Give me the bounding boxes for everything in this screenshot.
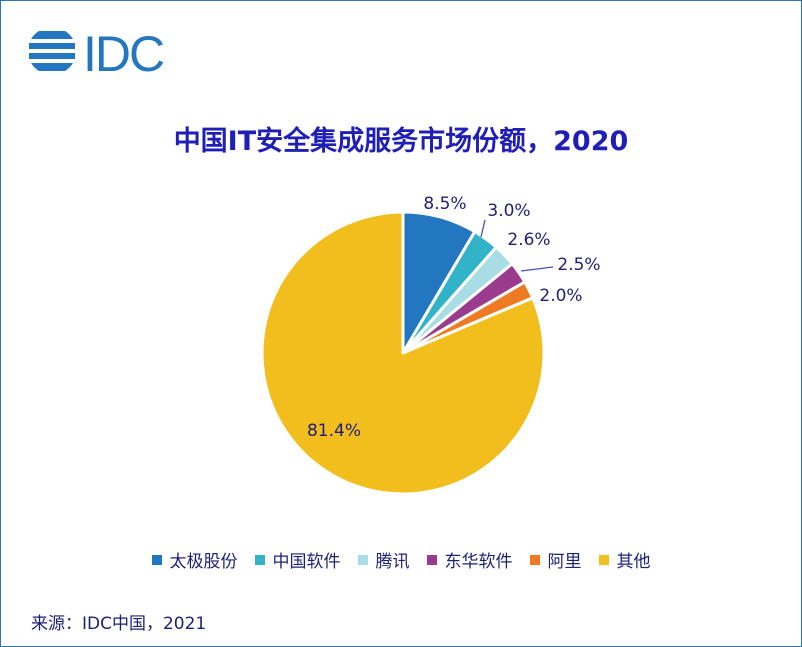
pie-slice-5 (260, 210, 546, 496)
legend-label: 太极股份 (169, 552, 238, 572)
legend-item-0: 太极股份 (151, 547, 238, 572)
source-note: 来源：IDC中国，2021 (31, 614, 207, 634)
legend-swatch (426, 554, 437, 565)
legend-item-5: 其他 (598, 547, 651, 572)
legend-swatch (529, 554, 540, 565)
legend-label: 阿里 (547, 552, 582, 572)
legend-item-4: 阿里 (529, 547, 582, 572)
chart-title: 中国IT安全集成服务市场份额，2020 (173, 126, 629, 157)
legend-label: 其他 (616, 552, 651, 572)
leader-line-3 (520, 266, 554, 272)
data-label-3: 2.5% (557, 255, 600, 275)
pie-chart: 8.5% 3.0% 2.6% 2.5% 2.0% 81.4% (260, 194, 601, 496)
legend-label: 腾讯 (375, 552, 410, 572)
idc-globe-icon (29, 31, 75, 71)
data-label-2: 2.6% (507, 230, 550, 250)
chart-legend: 太极股份 中国软件 腾讯 东华软件 阿里 其他 (1, 547, 801, 572)
data-label-5: 81.4% (307, 421, 361, 441)
legend-label: 中国软件 (272, 552, 341, 572)
data-label-1: 3.0% (487, 201, 530, 221)
legend-label: 东华软件 (444, 552, 513, 572)
leader-line-1 (480, 219, 486, 238)
legend-swatch (357, 554, 368, 565)
legend-item-1: 中国软件 (254, 547, 341, 572)
data-label-0: 8.5% (423, 194, 466, 214)
legend-swatch (254, 554, 265, 565)
legend-item-3: 东华软件 (426, 547, 513, 572)
idc-logo-text: IDC (83, 27, 164, 77)
legend-swatch (598, 554, 609, 565)
legend-item-2: 腾讯 (357, 547, 410, 572)
legend-swatch (151, 554, 162, 565)
idc-logo: IDC (29, 27, 166, 77)
data-label-4: 2.0% (539, 286, 582, 306)
